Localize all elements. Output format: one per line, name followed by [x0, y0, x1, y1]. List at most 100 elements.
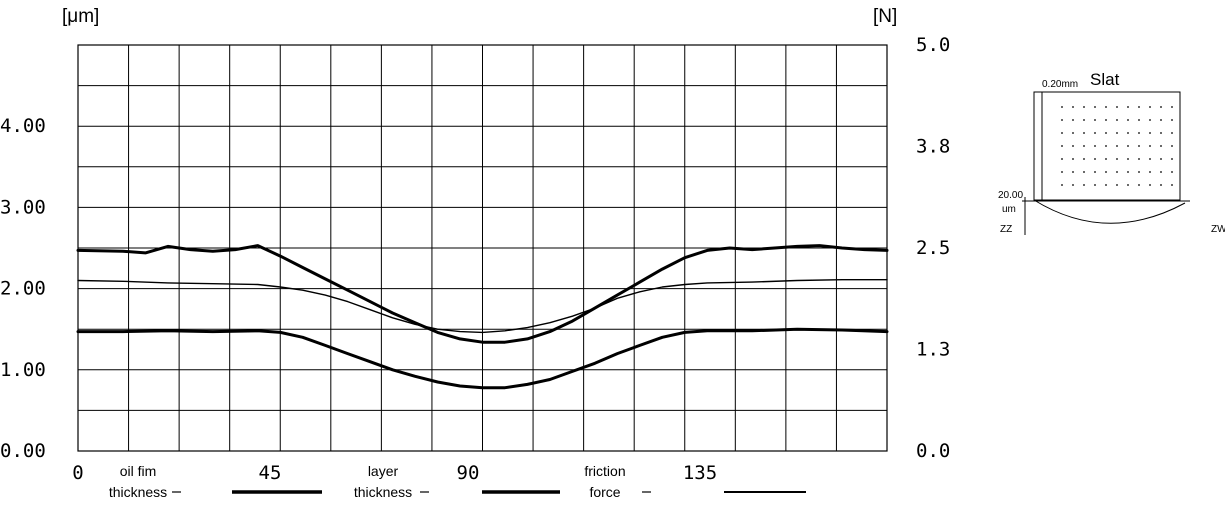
slat-dot	[1083, 119, 1085, 121]
slat-dot	[1072, 119, 1074, 121]
slat-dot	[1072, 171, 1074, 173]
slat-dot	[1105, 145, 1107, 147]
slat-dot	[1116, 171, 1118, 173]
left-tick-label: 1.00	[0, 359, 46, 381]
x-tick-label: 45	[259, 462, 282, 484]
slat-dot	[1138, 119, 1140, 121]
slat-dot	[1160, 158, 1162, 160]
slat-dot	[1160, 132, 1162, 134]
slat-dot	[1105, 106, 1107, 108]
slat-dot	[1171, 132, 1173, 134]
slat-dot	[1061, 184, 1063, 186]
slat-crown-curve	[1033, 199, 1186, 224]
slat-dot	[1149, 132, 1151, 134]
slat-dot	[1105, 171, 1107, 173]
slat-dot	[1072, 106, 1074, 108]
left-tick-label: 2.00	[0, 278, 46, 300]
slat-dot	[1149, 158, 1151, 160]
slat-dot	[1138, 132, 1140, 134]
slat-dot	[1127, 106, 1129, 108]
slat-dot	[1160, 106, 1162, 108]
x-tick-label: 0	[72, 462, 83, 484]
slat-dot-pattern	[1061, 106, 1173, 186]
right-tick-label: 0.0	[916, 440, 950, 462]
legend-label-line1: oil fim	[120, 463, 157, 479]
right-tick-label: 3.8	[916, 136, 950, 158]
left-tick-label: 0.00	[0, 440, 46, 462]
slat-dot	[1149, 106, 1151, 108]
legend-label-line1: friction	[584, 463, 625, 479]
slat-dot	[1072, 158, 1074, 160]
slat-dot	[1138, 158, 1140, 160]
slat-dot	[1083, 184, 1085, 186]
slat-dot	[1061, 158, 1063, 160]
slat-dot	[1094, 171, 1096, 173]
slat-dot	[1061, 132, 1063, 134]
slat-dot	[1105, 184, 1107, 186]
slat-dot	[1083, 171, 1085, 173]
slat-dot	[1061, 145, 1063, 147]
slat-dot	[1094, 145, 1096, 147]
slat-dot	[1160, 184, 1162, 186]
slat-dot	[1083, 145, 1085, 147]
right-axis-unit: [N]	[873, 6, 897, 27]
legend-label-line2: force	[589, 484, 620, 500]
slat-dot	[1094, 106, 1096, 108]
slat-dot	[1138, 145, 1140, 147]
legend-label-line2: thickness	[354, 484, 412, 500]
legend: oil fim thickness layer thickness friction fo…	[109, 463, 806, 500]
slat-dot	[1083, 106, 1085, 108]
slat-dot	[1149, 145, 1151, 147]
left-tick-label: 3.00	[0, 196, 46, 218]
friction-chart: [μm] [N] 0.00 1.00 2.00 3.00 4.00 0.0 1.3 2.5 3…	[0, 6, 950, 500]
slat-dot	[1116, 106, 1118, 108]
slat-dot	[1061, 171, 1063, 173]
left-axis-ticks: 0.00 1.00 2.00 3.00 4.00	[0, 115, 46, 462]
slat-dot	[1127, 158, 1129, 160]
slat-diagram: 0.20mm Slat 20.00 um ZZ ZW	[998, 70, 1225, 235]
slat-dot	[1149, 184, 1151, 186]
slat-dot	[1160, 119, 1162, 121]
slat-dot	[1127, 132, 1129, 134]
slat-width-label: 0.20mm	[1042, 79, 1078, 90]
slat-dot	[1127, 184, 1129, 186]
slat-dot	[1171, 119, 1173, 121]
slat-dot	[1061, 119, 1063, 121]
slat-dot	[1171, 145, 1173, 147]
series-line-2	[76, 327, 889, 390]
left-tick-label: 4.00	[0, 115, 46, 137]
slat-dot	[1171, 106, 1173, 108]
slat-dot	[1149, 171, 1151, 173]
slat-dot	[1072, 132, 1074, 134]
slat-dot	[1105, 132, 1107, 134]
slat-dot	[1127, 119, 1129, 121]
slat-dot	[1171, 171, 1173, 173]
right-tick-label: 5.0	[916, 34, 950, 56]
series-layer	[76, 244, 889, 390]
slat-dot	[1072, 184, 1074, 186]
left-axis-unit: [μm]	[62, 6, 99, 27]
slat-dot	[1083, 132, 1085, 134]
slat-dot	[1116, 158, 1118, 160]
slat-outline	[1033, 91, 1181, 201]
slat-dot	[1061, 106, 1063, 108]
slat-dot	[1160, 171, 1162, 173]
slat-dot	[1171, 184, 1173, 186]
legend-label-line1: layer	[368, 463, 399, 479]
slat-dot	[1116, 132, 1118, 134]
slat-dot	[1072, 145, 1074, 147]
series-line-3	[77, 279, 888, 334]
slat-dot	[1083, 158, 1085, 160]
slat-dot	[1138, 184, 1140, 186]
slat-depth-value: 20.00	[998, 190, 1023, 201]
slat-dot	[1105, 158, 1107, 160]
series-line-1	[76, 244, 889, 344]
slat-dot	[1094, 184, 1096, 186]
right-axis-ticks: 0.0 1.3 2.5 3.8 5.0	[916, 34, 950, 462]
slat-dot	[1116, 119, 1118, 121]
slat-left-marker: ZZ	[1000, 224, 1012, 235]
x-axis-ticks: 0 45 90 135	[72, 462, 717, 484]
slat-right-marker: ZW	[1211, 224, 1225, 235]
slat-dot	[1138, 171, 1140, 173]
slat-dot	[1116, 184, 1118, 186]
